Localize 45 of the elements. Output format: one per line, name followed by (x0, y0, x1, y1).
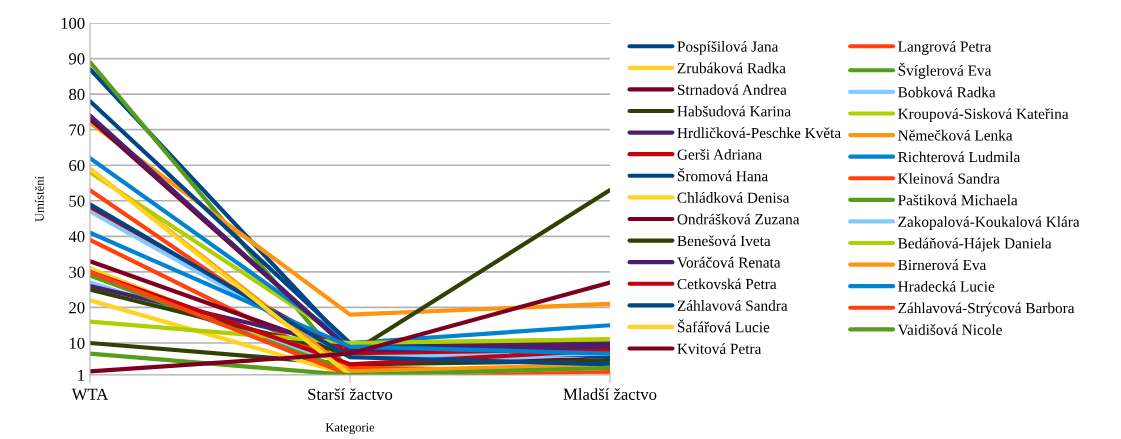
legend-label: Záhlavová-Strýcová Barbora (898, 302, 1075, 317)
x-tick-label: WTA (71, 388, 109, 401)
legend-label: Langrová Petra (898, 40, 992, 55)
legend-label: Benešová Iveta (677, 235, 771, 247)
legend-label: Gerši Adriana (677, 148, 762, 160)
y-tick-label: 30 (69, 266, 85, 278)
legend-label: Habšudová Karina (677, 105, 791, 117)
legend-label: Zakopalová-Koukalová Klára (898, 216, 1080, 231)
x-tick-label: Mladší žactvo (563, 388, 657, 400)
legend-label: Bobková Radka (898, 86, 996, 98)
y-tick-label: 1 (78, 369, 85, 381)
legend-label: Bedáňová-Hájek Daniela (898, 237, 1052, 252)
legend-label: Cetkovská Petra (677, 278, 777, 290)
y-axis-title: Umístění (34, 176, 44, 222)
y-tick-label: 100 (61, 17, 85, 29)
legend-label: Hrdličková-Peschke Květa (677, 127, 841, 139)
y-tick-label: 20 (69, 302, 85, 314)
legend-label: Šromová Hana (677, 168, 768, 182)
legend-label: Strnadová Andrea (677, 84, 787, 95)
y-tick-label: 90 (69, 53, 85, 65)
legend-label: Chládková Denisa (677, 192, 790, 203)
legend-label: Birnerová Eva (898, 259, 987, 271)
legend-label: Voráčová Renata (677, 256, 781, 268)
legend-label: Paštiková Michaela (898, 194, 1018, 206)
legend-label: Richterová Ludmila (898, 151, 1021, 163)
legend-label: Švíglerová Eva (898, 62, 992, 79)
legend-label: Kleinová Sandra (898, 172, 1000, 184)
y-tick-label: 60 (69, 159, 85, 172)
legend-label: Záhlavová Sandra (677, 300, 788, 311)
legend-label: Zrubáková Radka (677, 62, 786, 74)
x-tick-label: Starší žactvo (308, 388, 393, 400)
legend-label: Kroupová-Sisková Kateřina (898, 108, 1069, 123)
legend-label: Šafářová Lucie (677, 319, 770, 333)
y-tick-label: 50 (69, 195, 85, 207)
legend-label: Hradecká Lucie (898, 280, 995, 292)
y-tick-label: 70 (69, 124, 85, 136)
y-tick-label: 10 (69, 337, 85, 349)
y-tick-label: 80 (69, 88, 85, 101)
y-tick-label: 40 (68, 231, 85, 243)
legend-label: Vaidišová Nicole (897, 324, 1002, 335)
legend-label: Ondrášková Zuzana (677, 213, 800, 225)
x-axis-title: Kategorie (325, 423, 375, 435)
legend-label: Kvitová Petra (677, 343, 762, 354)
legend-label: Němečková Lenka (898, 129, 1013, 141)
legend-label: Pospíšilová Jana (677, 40, 779, 55)
